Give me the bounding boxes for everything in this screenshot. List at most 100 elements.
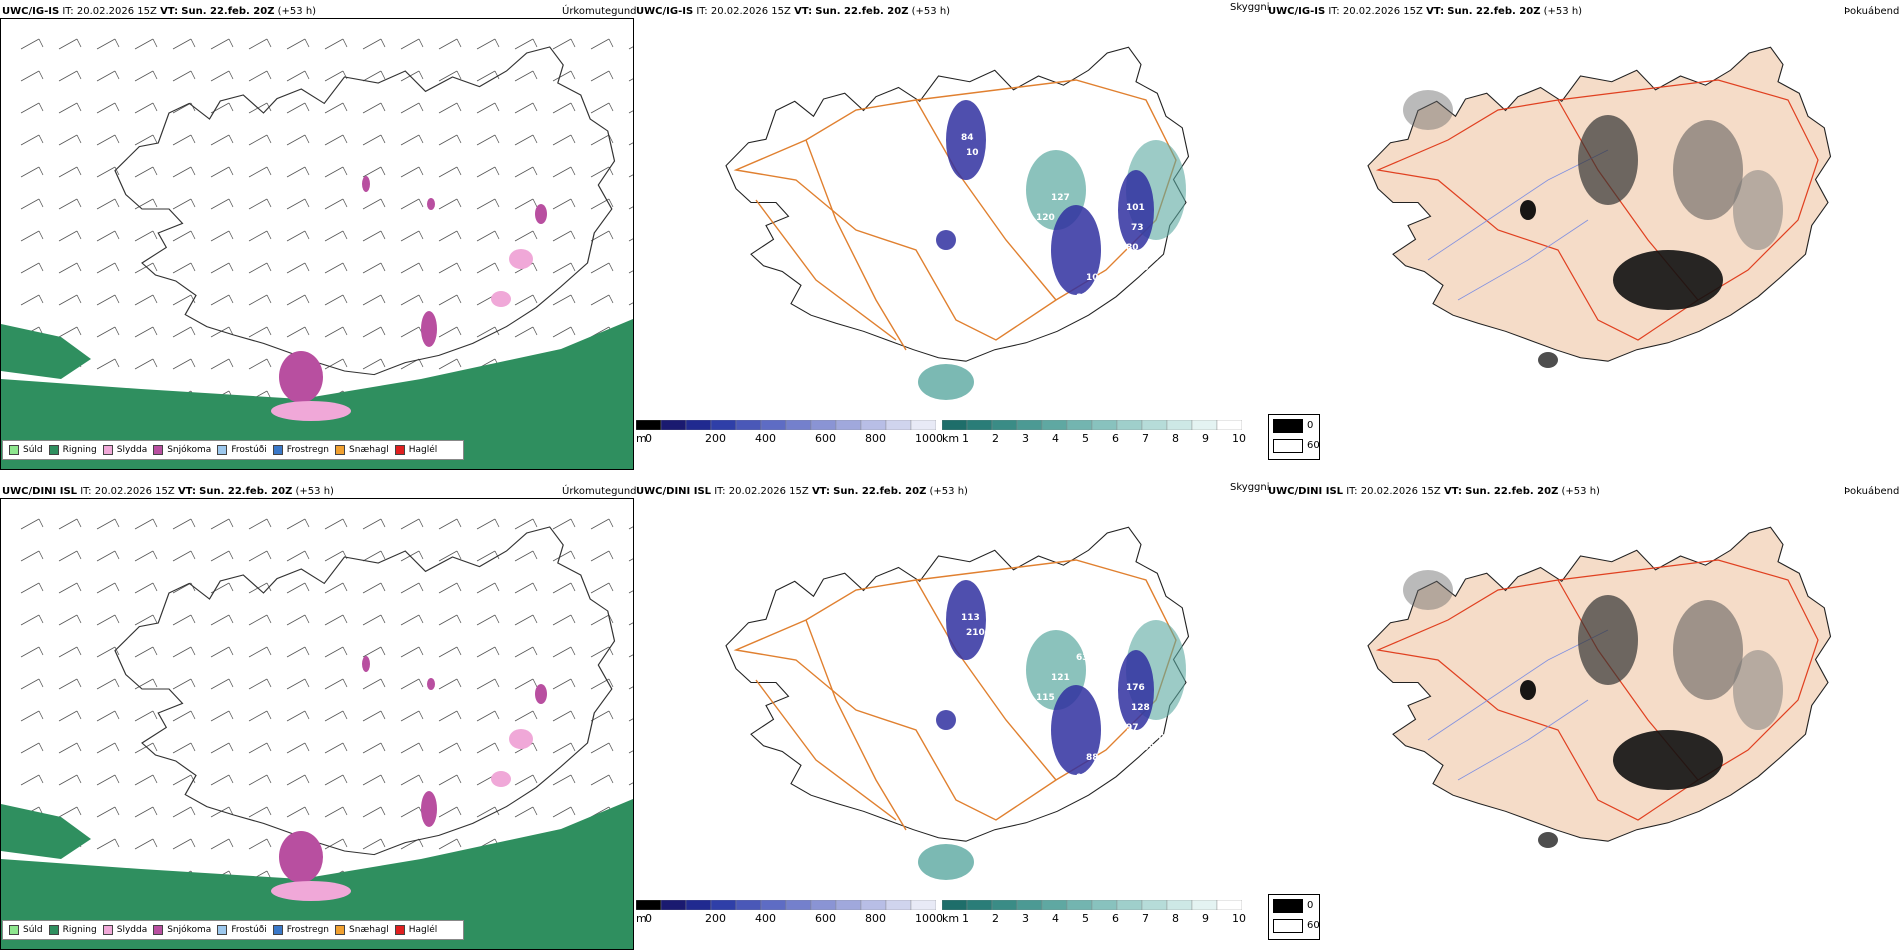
lead-time: (+53 h) xyxy=(1543,6,1583,17)
legend-label: Haglél xyxy=(408,445,438,455)
snow-area xyxy=(535,204,547,224)
legend-item: Haglél xyxy=(394,445,438,455)
visibility-tick: 3 xyxy=(1022,912,1029,925)
legend-swatch xyxy=(102,925,113,935)
visibility-colorbar-bar xyxy=(942,900,1242,910)
visibility-tick: 2 xyxy=(992,432,999,445)
vt-value: Sun. 22.feb. 20Z xyxy=(833,486,927,497)
visibility-tick: 10 xyxy=(1232,432,1246,445)
cloud-height-tick: 400 xyxy=(755,432,776,445)
vt-value: Sun. 22.feb. 20Z xyxy=(181,6,275,17)
cloud-base-label: 120 xyxy=(996,193,1015,203)
visibility-tick: 2 xyxy=(992,912,999,925)
fog-area xyxy=(1520,200,1536,220)
legend-item: Snjókoma xyxy=(153,445,211,455)
legend-label: Frostregn xyxy=(286,925,330,935)
cloud-base-label: 48 xyxy=(946,253,959,263)
vt-value: Sun. 22.feb. 20Z xyxy=(1447,6,1541,17)
it-value: 20.02.2026 15Z xyxy=(710,6,791,17)
legend-item: Frostregn xyxy=(272,445,330,455)
legend-swatch xyxy=(48,925,59,935)
sleet-area xyxy=(509,729,533,749)
cloud-visibility-panel: UWC/DINI ISL IT: 20.02.2026 15Z VT: Sun.… xyxy=(636,480,1320,950)
cloud-base-label: 98 xyxy=(1076,773,1089,783)
legend-label: Frostregn xyxy=(286,445,330,455)
vt-value: Sun. 22.feb. 20Z xyxy=(815,6,909,17)
cloud-height-tick: 800 xyxy=(865,432,886,445)
legend-swatch xyxy=(153,925,164,935)
legend-item: Rigning xyxy=(48,445,97,455)
fog-index-map xyxy=(1367,526,1832,848)
cloud-base-label: 63 xyxy=(1076,653,1089,663)
precip-type-map xyxy=(1,518,633,949)
legend-swatch xyxy=(9,925,19,935)
cloud-base-label: 162 xyxy=(1041,793,1060,803)
legend-label: Slydda xyxy=(116,445,148,455)
fog-legend-swatch xyxy=(1273,919,1303,933)
fog-legend-label: 0 xyxy=(1307,900,1314,911)
snow-area xyxy=(279,351,323,403)
legend-label: Snjókoma xyxy=(167,445,212,455)
cloud-base-label: 10 xyxy=(966,148,979,158)
legend-swatch xyxy=(217,445,228,455)
legend-item: Rigning xyxy=(48,925,97,935)
forecast-header: UWC/IG-IS IT: 20.02.2026 15Z VT: Sun. 22… xyxy=(2,6,316,17)
vt-label: VT: xyxy=(794,6,813,17)
legend-swatch xyxy=(335,445,346,455)
visibility-tick: 7 xyxy=(1142,912,1149,925)
visibility-colorbar: km 1 2 3 4 5 6 7 8 9 10 xyxy=(942,900,1246,932)
cloud-base-label: 159 xyxy=(1136,743,1155,753)
cloud-base-label: 97 xyxy=(1126,723,1139,733)
precip-type-title: Úrkomutegund xyxy=(562,486,637,497)
vt-label: VT: xyxy=(1426,6,1445,17)
it-label: IT: xyxy=(714,486,726,497)
fog-legend: 0 60 xyxy=(1268,414,1320,460)
visibility-tick: 4 xyxy=(1052,432,1059,445)
cloud-height-tick: 200 xyxy=(705,912,726,925)
visibility-tick: 10 xyxy=(1232,912,1246,925)
fog-area xyxy=(1673,120,1743,220)
cloud-height-unit: m xyxy=(636,432,647,445)
cloud-base-label: 121 xyxy=(1051,673,1070,683)
legend-item: Snjókoma xyxy=(153,925,211,935)
legend-label: Súld xyxy=(23,445,43,455)
legend-swatch xyxy=(217,925,228,935)
cloud-base-label: 115 xyxy=(986,163,1005,173)
cloud-base-label: 85 xyxy=(1026,768,1039,778)
sleet-area xyxy=(491,771,511,787)
visibility-tick: 5 xyxy=(1082,912,1089,925)
cloud-base-label: 96 xyxy=(1136,263,1149,273)
cloud-base-label: 84 xyxy=(961,133,974,143)
fog-index-map xyxy=(1367,46,1832,368)
cloud-base-label: 113 xyxy=(961,613,980,623)
lead-time: (+53 h) xyxy=(911,6,951,17)
it-value: 20.02.2026 15Z xyxy=(76,6,157,17)
rivers xyxy=(1427,149,1609,301)
cloud-height-tick: 1000 xyxy=(915,912,943,925)
model-name: UWC/IG-IS xyxy=(1268,6,1326,17)
sleet-area xyxy=(509,249,533,269)
cloud-base-label: 86 xyxy=(1146,253,1159,263)
legend-item: Frostregn xyxy=(272,925,330,935)
it-value: 20.02.2026 15Z xyxy=(1342,6,1423,17)
fog-area xyxy=(1403,90,1453,130)
visibility-colorbar: km 1 2 3 4 5 6 7 8 9 10 xyxy=(942,420,1246,452)
cloud-visibility-title: Skyggni xyxy=(1230,2,1270,13)
visibility-tick: 4 xyxy=(1052,912,1059,925)
snow-area xyxy=(362,176,370,192)
fog-legend-label: 60 xyxy=(1307,440,1320,451)
it-value: 20.02.2026 15Z xyxy=(728,486,809,497)
fog-area xyxy=(1733,650,1783,730)
precip-type-panel: UWC/DINI ISL IT: 20.02.2026 15Z VT: Sun.… xyxy=(0,480,637,950)
precip-legend: Súld Rigning Slydda Snjókoma Frostúði Frostre… xyxy=(2,440,464,460)
legend-swatch xyxy=(394,925,405,935)
lead-time: (+53 h) xyxy=(277,6,317,17)
sleet-area xyxy=(491,291,511,307)
vt-label: VT: xyxy=(1443,486,1462,497)
cloud-height-tick: 600 xyxy=(815,432,836,445)
legend-label: Frostúði xyxy=(231,445,267,455)
fog-index-title: Þokuábendi xyxy=(1844,6,1900,17)
it-value: 20.02.2026 15Z xyxy=(1360,486,1441,497)
vt-label: VT: xyxy=(177,486,196,497)
visibility-tick: 9 xyxy=(1202,432,1209,445)
